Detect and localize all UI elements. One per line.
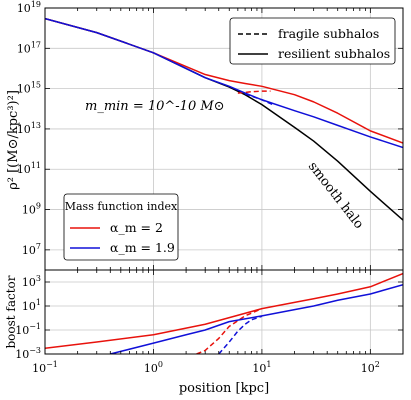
bottom-series-blue-resilient	[110, 283, 403, 354]
top-ytick-label: 1011	[17, 161, 41, 176]
bottom-ytick-label: 10−1	[15, 322, 41, 337]
top-ytick-label: 107	[22, 242, 41, 257]
bottom-xtick-label: 102	[361, 360, 380, 375]
top-ytick-label: 1017	[17, 40, 41, 55]
top-ytick-label: 1015	[17, 81, 41, 96]
smooth-halo-annotation: smooth halo	[305, 159, 366, 232]
bottom-series-group	[45, 272, 403, 354]
legend-fragile-label: fragile subhalos	[278, 26, 379, 41]
top-ytick-label: 109	[22, 202, 41, 217]
bottom-xtick-label: 10−1	[32, 360, 58, 375]
legend-alpha19-label: α_m = 1.9	[110, 240, 175, 255]
bottom-series-red-resilient	[45, 272, 403, 350]
top-ytick-label: 1019	[17, 0, 41, 15]
bottom-y-axis-label: boost factor	[4, 275, 18, 348]
bottom-ytick-label: 103	[22, 274, 41, 289]
linestyle-legend-box	[229, 17, 396, 65]
legend-alpha2-label: α_m = 2	[110, 220, 163, 235]
mass-function-legend: Mass function index α_m = 2 α_m = 1.9	[63, 193, 179, 261]
top-y-axis-label: ρ² [(M⊙/kpc³)²]	[6, 90, 21, 190]
mmin-annotation: m_min = 10^-10 M⊙	[85, 99, 225, 114]
linestyle-legend: fragile subhalos resilient subhalos	[229, 17, 396, 65]
bottom-xtick-label: 101	[252, 360, 271, 375]
top-axis-ticks: 107 109 1011 1013 1015 1017 1019	[17, 0, 404, 270]
top-ytick-label: 1013	[17, 121, 41, 136]
top-series-blue-fragile	[244, 93, 275, 106]
bottom-xtick-label: 100	[144, 360, 163, 375]
mass-legend-title: Mass function index	[65, 200, 178, 213]
legend-resilient-label: resilient subhalos	[278, 46, 390, 61]
bottom-gridlines	[45, 270, 403, 354]
bottom-series-blue-fragile	[218, 315, 263, 354]
bottom-plot-frame	[44, 269, 404, 355]
bottom-ytick-label: 10−3	[15, 346, 41, 361]
bottom-series-red-fragile	[196, 307, 263, 354]
bottom-ytick-label: 101	[22, 298, 41, 313]
x-axis-label: position [kpc]	[179, 381, 269, 396]
mass-legend-box	[63, 193, 179, 261]
top-series-group	[45, 17, 403, 221]
